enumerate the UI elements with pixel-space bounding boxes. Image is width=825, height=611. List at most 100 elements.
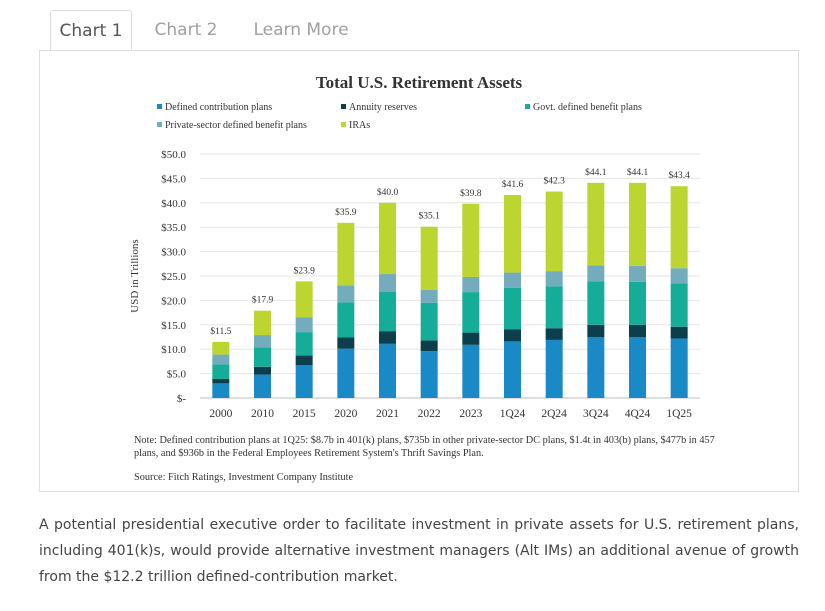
y-tick-label: $5.0 — [167, 369, 187, 381]
bar-segment — [420, 351, 438, 398]
tab-chart-1[interactable]: Chart 1 — [50, 10, 132, 52]
y-tick-label: $40.0 — [161, 198, 186, 210]
legend-label: IRAs — [349, 120, 370, 131]
bar-segment — [587, 324, 605, 337]
y-tick-label: $30.0 — [161, 247, 186, 259]
bar-segment — [504, 272, 521, 288]
bar-segment — [545, 286, 563, 329]
bar-segment — [504, 329, 521, 342]
legend-label: Private-sector defined benefit plans — [165, 120, 307, 131]
bar-segment — [337, 285, 355, 303]
bar-segment — [504, 341, 521, 398]
legend-swatch — [157, 122, 162, 127]
bar-segment — [212, 354, 230, 365]
bar-segment — [670, 283, 688, 327]
y-axis-title: USD in Trillions — [129, 239, 141, 312]
y-tick-label: $35.0 — [161, 222, 186, 234]
bar-segment — [420, 226, 438, 290]
bar-segment — [462, 203, 480, 277]
chart-note: Note: Defined contribution plans at 1Q25… — [134, 435, 715, 459]
x-tick-label: 2010 — [251, 408, 274, 420]
bar-total-label: $35.1 — [418, 211, 440, 222]
legend-label: Annuity reserves — [349, 102, 417, 113]
bar-total-label: $43.4 — [668, 170, 690, 181]
bar-total-label: $39.8 — [460, 188, 482, 199]
bar-segment — [670, 186, 688, 269]
bar-segment — [587, 265, 605, 282]
bar-segment — [212, 383, 230, 398]
legend-swatch — [525, 104, 530, 109]
legend-label: Govt. defined benefit plans — [533, 102, 642, 113]
bar-segment — [587, 337, 605, 398]
tab-learn-more[interactable]: Learn More — [253, 20, 349, 40]
bar-segment — [504, 194, 521, 273]
bar-total-label: $42.3 — [543, 176, 565, 187]
chart-title: Total U.S. Retirement Assets — [315, 73, 523, 92]
bar-total-label: $11.5 — [210, 326, 231, 337]
bar-segment — [295, 317, 313, 333]
bar-segment — [670, 268, 688, 284]
bar-segment — [462, 276, 480, 293]
y-tick-label: $45.0 — [161, 173, 186, 185]
bar-segment — [629, 265, 646, 282]
legend-swatch — [341, 122, 346, 127]
chart-panel: Total U.S. Retirement Assets Defined con… — [39, 50, 799, 492]
legend-label: Defined contribution plans — [165, 102, 272, 113]
bar-segment — [587, 182, 605, 266]
x-tick-label: 2022 — [418, 408, 441, 420]
bar-total-label: $40.0 — [377, 187, 399, 198]
y-tick-label: $20.0 — [161, 295, 186, 307]
legend-swatch — [341, 104, 346, 109]
bar-segment — [379, 331, 396, 344]
x-tick-label: 3Q24 — [583, 408, 609, 420]
bar-segment — [295, 281, 313, 318]
x-tick-label: 2000 — [209, 408, 232, 420]
bar-segment — [670, 338, 688, 398]
bar-segment — [212, 364, 230, 379]
bar-segment — [504, 287, 521, 330]
bar-segment — [212, 378, 230, 384]
bar-segment — [337, 348, 355, 398]
bar-segment — [254, 335, 271, 348]
bar-segment — [545, 271, 563, 287]
tab-chart-2[interactable]: Chart 2 — [154, 20, 218, 40]
bar-segment — [212, 341, 230, 355]
bar-segment — [462, 292, 480, 333]
y-tick-label: $10.0 — [161, 344, 186, 356]
x-tick-label: 2015 — [293, 408, 316, 420]
bar-segment — [462, 332, 480, 345]
bar-segment — [254, 310, 271, 336]
chart-svg: Defined contribution plans Annuity reserv… — [129, 102, 700, 420]
bar-segment — [545, 328, 563, 340]
bar-segment — [462, 344, 480, 398]
bar-segment — [379, 343, 396, 398]
y-tick-label: $25.0 — [161, 271, 186, 283]
body-paragraph: A potential presidential executive order… — [39, 517, 799, 585]
bar-segment — [545, 339, 563, 398]
y-tick-label: $15.0 — [161, 320, 186, 332]
bar-segment — [670, 326, 688, 339]
chart-source: Source: Fitch Ratings, Investment Compan… — [134, 472, 354, 483]
bar-segment — [295, 365, 313, 398]
bar-total-label: $23.9 — [293, 265, 315, 276]
x-tick-label: 2020 — [334, 408, 357, 420]
bar-segment — [254, 374, 271, 398]
y-tick-label: $50.0 — [161, 149, 186, 161]
bar-segment — [420, 302, 438, 341]
bar-segment — [629, 324, 646, 337]
bar-total-label: $35.9 — [335, 207, 357, 218]
bar-segment — [420, 289, 438, 303]
bar-total-label: $44.1 — [585, 167, 607, 178]
bar-segment — [337, 337, 355, 349]
bar-segment — [295, 355, 313, 366]
bar-segment — [379, 291, 396, 332]
bar-segment — [254, 347, 271, 367]
bar-segment — [587, 281, 605, 325]
bar-segment — [629, 337, 646, 398]
bar-segment — [254, 366, 271, 375]
bar-total-label: $41.6 — [502, 179, 524, 190]
bar-segment — [420, 340, 438, 352]
bar-segment — [629, 182, 646, 266]
x-tick-label: 1Q25 — [666, 408, 692, 420]
x-tick-label: 2021 — [376, 408, 399, 420]
